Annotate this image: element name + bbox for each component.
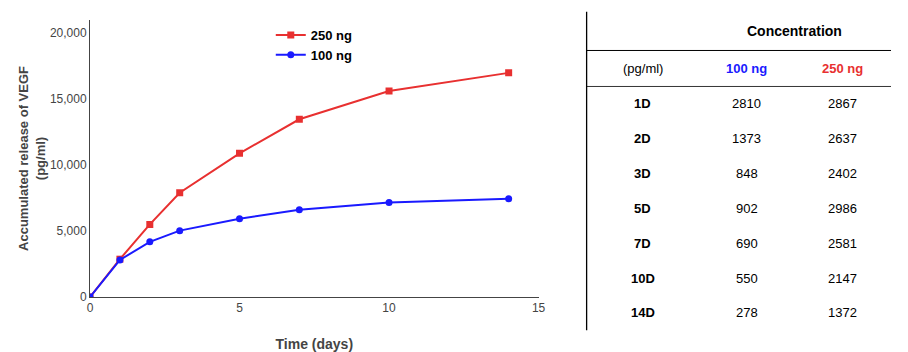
svg-text:2867: 2867 xyxy=(828,96,857,111)
svg-text:902: 902 xyxy=(736,201,758,216)
svg-text:10: 10 xyxy=(382,301,396,315)
svg-text:1372: 1372 xyxy=(828,305,857,320)
svg-text:5: 5 xyxy=(236,301,243,315)
svg-text:Accumulated release of VEGF(pg: Accumulated release of VEGF(pg/ml) xyxy=(16,66,48,251)
svg-text:2402: 2402 xyxy=(828,166,857,181)
svg-text:250 ng: 250 ng xyxy=(311,28,352,43)
svg-text:2147: 2147 xyxy=(828,271,857,286)
svg-text:10D: 10D xyxy=(631,271,655,286)
svg-text:848: 848 xyxy=(736,166,758,181)
svg-text:14D: 14D xyxy=(631,305,655,320)
svg-text:1D: 1D xyxy=(634,96,651,111)
svg-text:2986: 2986 xyxy=(828,201,857,216)
svg-text:5,000: 5,000 xyxy=(57,224,87,238)
svg-text:2810: 2810 xyxy=(732,96,761,111)
svg-text:100 ng: 100 ng xyxy=(311,48,352,63)
svg-text:0: 0 xyxy=(80,290,87,304)
svg-text:100 ng: 100 ng xyxy=(726,61,767,76)
svg-text:250 ng: 250 ng xyxy=(822,61,863,76)
svg-text:(pg/ml): (pg/ml) xyxy=(623,61,663,76)
svg-text:278: 278 xyxy=(736,305,758,320)
svg-text:3D: 3D xyxy=(634,166,651,181)
svg-text:0: 0 xyxy=(87,301,94,315)
svg-text:2581: 2581 xyxy=(828,236,857,251)
svg-text:690: 690 xyxy=(736,236,758,251)
svg-text:20,000: 20,000 xyxy=(50,26,87,40)
svg-text:Time (days): Time (days) xyxy=(276,336,354,352)
svg-text:Concentration: Concentration xyxy=(747,23,842,39)
svg-text:15,000: 15,000 xyxy=(50,92,87,106)
svg-text:7D: 7D xyxy=(634,236,651,251)
svg-text:15: 15 xyxy=(532,301,546,315)
svg-text:2637: 2637 xyxy=(828,131,857,146)
svg-text:10,000: 10,000 xyxy=(50,158,87,172)
svg-text:2D: 2D xyxy=(634,131,651,146)
svg-text:5D: 5D xyxy=(634,201,651,216)
svg-text:550: 550 xyxy=(736,271,758,286)
svg-text:1373: 1373 xyxy=(732,131,761,146)
